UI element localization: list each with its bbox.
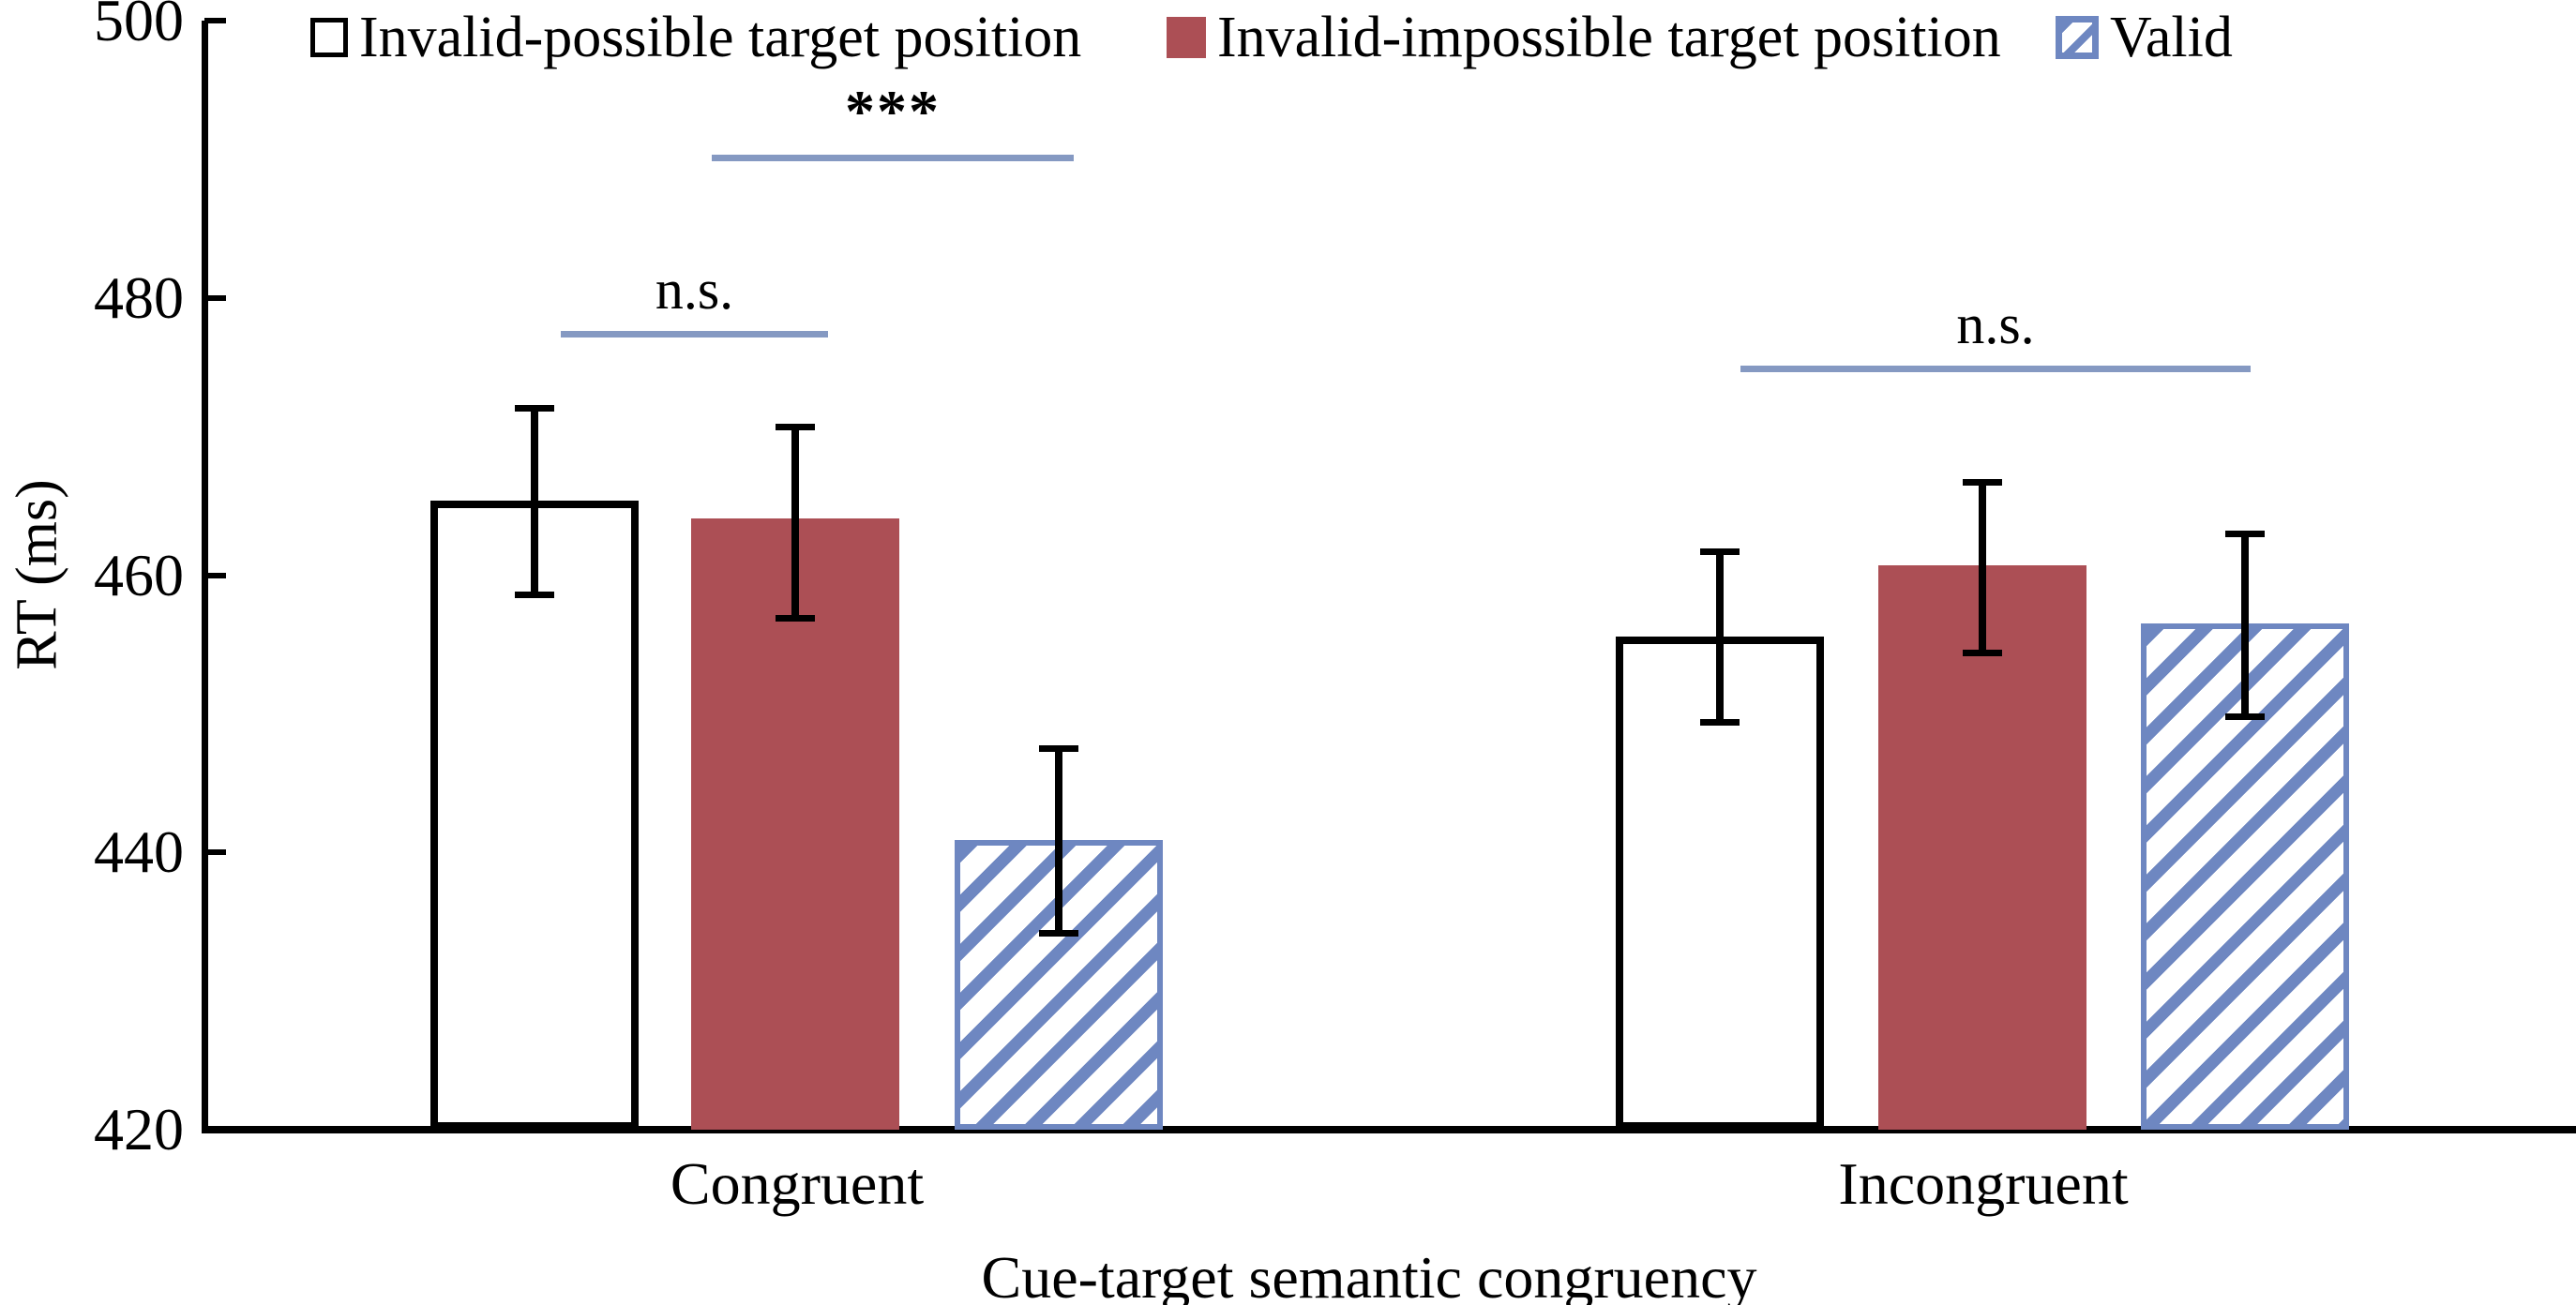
error-bar-cap-top-incongruent-invalid-possible-target-position	[1700, 548, 1740, 556]
error-bar-line-incongruent-valid	[2241, 533, 2249, 717]
error-bar-cap-bottom-congruent-invalid-possible-target-position	[515, 592, 554, 599]
error-bar-line-incongruent-invalid-possible-target-position	[1716, 551, 1724, 723]
error-bar-cap-top-incongruent-valid	[2225, 531, 2265, 538]
y-tick-480	[204, 294, 226, 301]
significance-line-2	[1740, 366, 2251, 373]
significance-line-1	[712, 155, 1074, 162]
error-bar-line-incongruent-invalid-impossible-target-position	[1979, 482, 1986, 653]
error-bar-cap-bottom-incongruent-invalid-impossible-target-position	[1963, 650, 2002, 657]
significance-label-0: n.s.	[655, 259, 734, 322]
legend-item-valid: Valid	[2056, 6, 2233, 69]
error-bar-cap-bottom-congruent-invalid-impossible-target-position	[776, 615, 815, 622]
significance-line-0	[561, 331, 828, 338]
error-bar-cap-top-congruent-invalid-possible-target-position	[515, 404, 554, 412]
legend-label-invalid-impossible: Invalid-impossible target position	[1217, 6, 2001, 69]
error-bar-cap-top-incongruent-invalid-impossible-target-position	[1963, 479, 2002, 487]
error-bar-cap-bottom-congruent-valid	[1039, 930, 1078, 938]
bar-incongruent-invalid-impossible-target-position	[1878, 565, 2086, 1130]
error-bar-cap-bottom-incongruent-valid	[2225, 713, 2265, 721]
error-bar-cap-top-congruent-valid	[1039, 745, 1078, 753]
y-tick-460	[204, 572, 226, 578]
error-bar-line-congruent-invalid-possible-target-position	[531, 407, 538, 595]
error-bar-cap-bottom-incongruent-invalid-possible-target-position	[1700, 719, 1740, 727]
legend-item-invalid-possible: Invalid-possible target position	[310, 6, 1082, 69]
y-tick-label-460: 460	[94, 541, 184, 608]
category-label-congruent: Congruent	[670, 1150, 925, 1217]
y-tick-440	[204, 849, 226, 856]
error-bar-line-congruent-invalid-impossible-target-position	[791, 427, 799, 619]
x-axis-line	[202, 1126, 2576, 1133]
legend-swatch-solid-icon	[1167, 17, 1206, 58]
legend-label-invalid-possible: Invalid-possible target position	[359, 6, 1082, 69]
y-tick-label-420: 420	[94, 1096, 184, 1162]
x-axis-title: Cue-target semantic congruency	[981, 1244, 1757, 1305]
significance-label-1: ***	[845, 78, 941, 145]
y-tick-label-440: 440	[94, 818, 184, 886]
y-tick-label-480: 480	[94, 263, 184, 331]
error-bar-cap-top-congruent-invalid-impossible-target-position	[776, 424, 815, 431]
error-bar-line-congruent-valid	[1055, 748, 1062, 934]
category-label-incongruent: Incongruent	[1838, 1150, 2129, 1217]
y-tick-500	[204, 18, 226, 23]
y-tick-label-500: 500	[94, 0, 184, 53]
legend-swatch-open-icon	[310, 18, 348, 57]
legend-item-invalid-impossible: Invalid-impossible target position	[1167, 6, 2001, 69]
legend-swatch-hatch-icon	[2056, 16, 2099, 59]
legend-label-valid: Valid	[2110, 6, 2233, 69]
significance-label-2: n.s.	[1956, 293, 2035, 356]
